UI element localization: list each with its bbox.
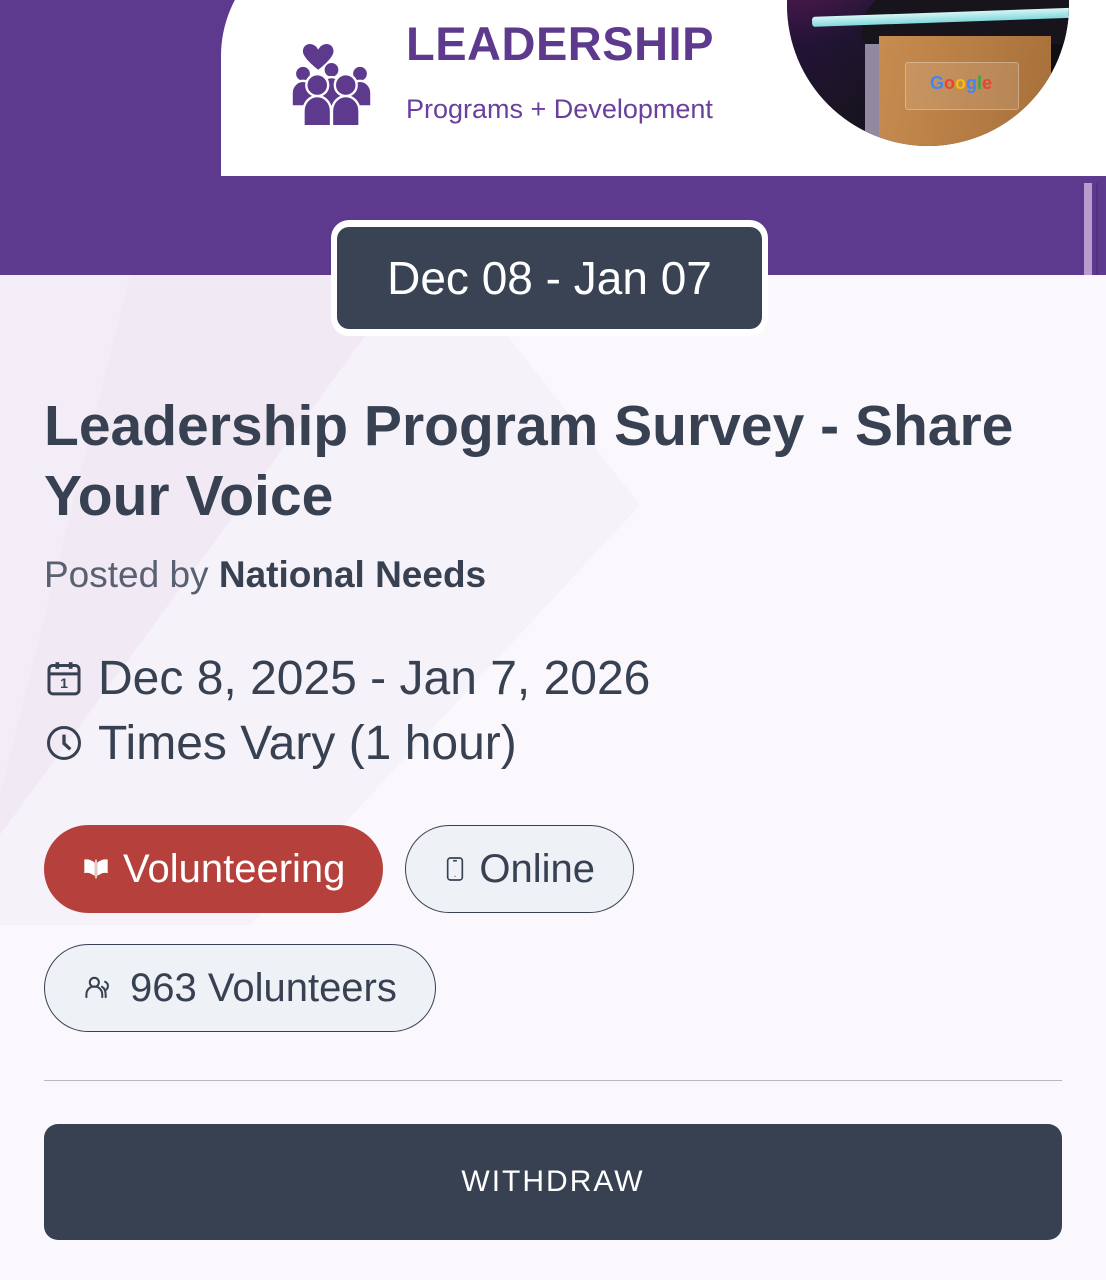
svg-text:1: 1: [60, 676, 68, 692]
